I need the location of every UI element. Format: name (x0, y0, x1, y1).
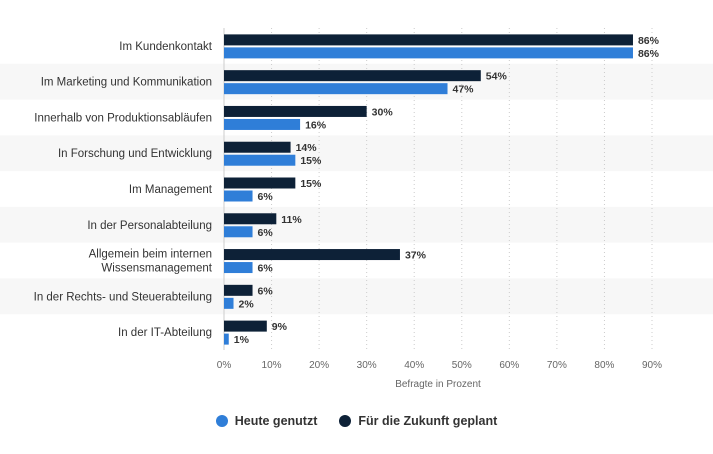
x-tick-label: 10% (262, 360, 282, 371)
category-label: Allgemein beim internen Wissensmanagement (89, 249, 213, 275)
data-label: 11% (281, 214, 302, 226)
data-label: 54% (486, 71, 508, 83)
data-label: 6% (258, 263, 274, 275)
x-tick-label: 60% (499, 360, 519, 371)
legend-marker-heute-genutzt (215, 415, 228, 427)
x-axis-title: Befragte in Prozent (395, 379, 481, 390)
legend-label-zukunft-geplant: Für die Zukunft geplant (358, 414, 498, 428)
data-label: 6% (258, 191, 274, 203)
category-label: In der Rechts- und Steuerabteilung (34, 291, 212, 303)
bar (224, 177, 296, 189)
bar (224, 226, 253, 238)
category-label: In der Personalabteilung (87, 220, 212, 232)
bar (224, 83, 448, 95)
bar (224, 333, 229, 345)
data-label: 16% (305, 119, 327, 131)
legend-label-heute-genutzt: Heute genutzt (234, 414, 318, 428)
bar (224, 190, 253, 202)
bar (224, 47, 633, 59)
legend: Heute genutzt Für die Zukunft geplant (0, 414, 713, 428)
data-label: 6% (258, 227, 274, 239)
data-label: 47% (453, 84, 475, 96)
bar (224, 297, 234, 309)
bar-chart: 0% 10% 20% 30% 40% 50% 60% 70% 80% 90% Im Kundenko… (0, 28, 713, 390)
x-tick-label: 30% (357, 360, 377, 371)
data-label: 15% (300, 155, 322, 167)
data-label: 9% (272, 321, 288, 333)
bar (224, 70, 481, 82)
data-label: 37% (405, 250, 427, 262)
bar (224, 320, 267, 332)
data-label: 14% (296, 142, 318, 154)
bar (224, 118, 301, 130)
x-tick-label: 80% (594, 360, 614, 371)
bar (224, 154, 296, 166)
data-label: 86% (638, 48, 660, 60)
legend-item-heute-genutzt[interactable]: Heute genutzt (215, 414, 318, 428)
category-label: Im Marketing und Kommunikation (41, 77, 212, 89)
bar (224, 141, 291, 153)
x-tick-label: 0% (217, 360, 232, 371)
legend-item-zukunft-geplant[interactable]: Für die Zukunft geplant (339, 414, 497, 428)
legend-marker-zukunft-geplant (339, 415, 352, 427)
bar (224, 213, 277, 225)
row-band (0, 135, 713, 172)
bar (224, 34, 633, 46)
bar (224, 249, 400, 261)
category-label: In der IT-Abteilung (118, 327, 212, 339)
x-tick-label: 90% (642, 360, 662, 371)
bar (224, 105, 367, 117)
data-label: 86% (638, 35, 660, 47)
data-label: 30% (372, 106, 394, 118)
category-label: Im Management (129, 184, 213, 196)
bar (224, 284, 253, 296)
row-band (0, 206, 713, 243)
row-band (0, 278, 713, 315)
data-label: 2% (239, 298, 255, 310)
x-tick-label: 50% (452, 360, 472, 371)
data-label: 15% (300, 178, 322, 190)
category-label: In Forschung und Entwicklung (58, 148, 212, 160)
x-tick-label: 40% (404, 360, 424, 371)
x-tick-label: 20% (309, 360, 329, 371)
x-tick-label: 70% (547, 360, 567, 371)
data-label: 6% (258, 285, 274, 297)
category-label: Im Kundenkontakt (119, 41, 213, 53)
category-label: Innerhalb von Produktionsabläufen (34, 112, 212, 124)
bar (224, 262, 253, 274)
data-label: 1% (234, 334, 250, 346)
